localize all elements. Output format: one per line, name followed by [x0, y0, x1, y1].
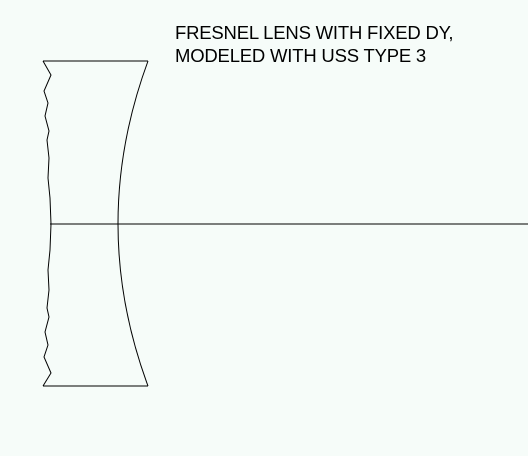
fresnel-surface [42, 60, 52, 387]
diagram-title-line-2: MODELED WITH USS TYPE 3 [175, 45, 427, 66]
diagram-title-line-1: FRESNEL LENS WITH FIXED DY, [175, 22, 454, 43]
concave-back-surface [117, 60, 149, 387]
diagram-title: FRESNEL LENS WITH FIXED DY, MODELED WITH… [175, 21, 454, 67]
